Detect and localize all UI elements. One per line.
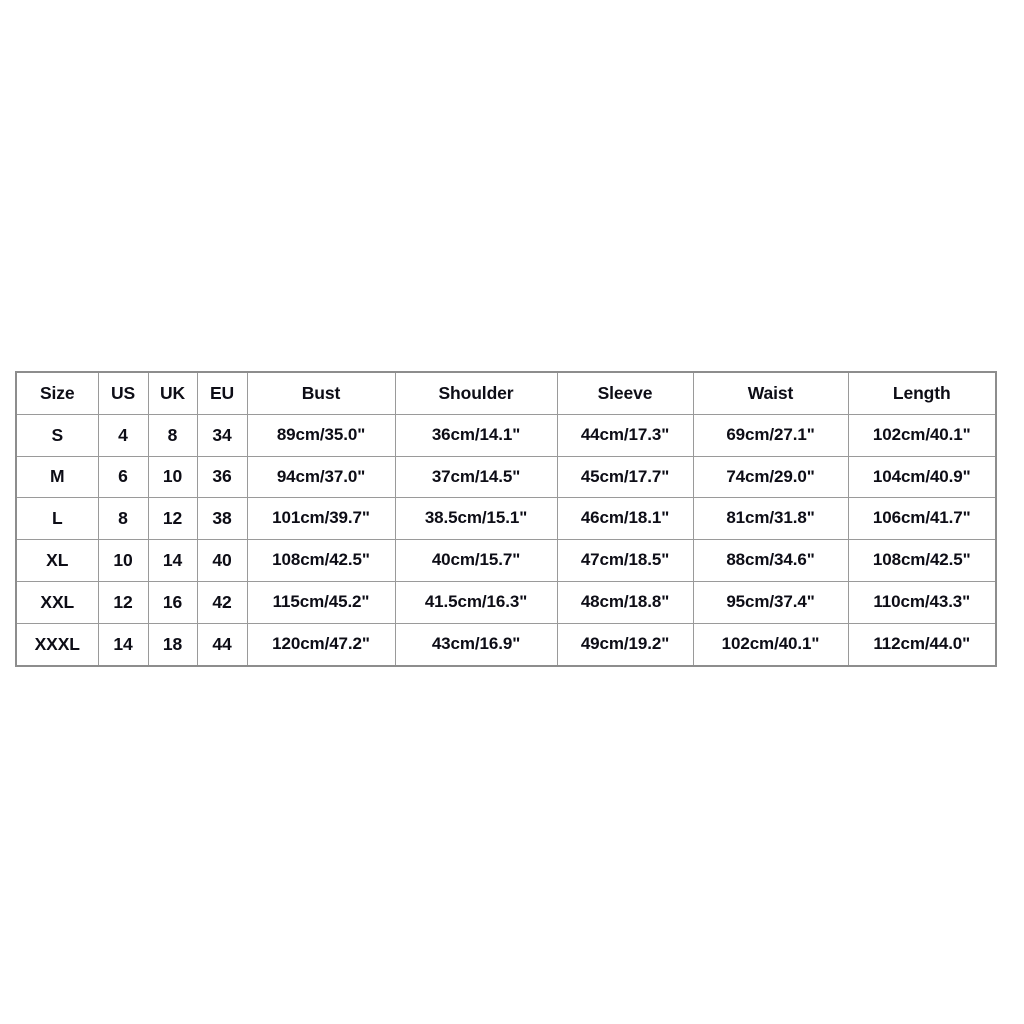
cell-bust: 101cm/39.7" [246,497,396,541]
cell-waist: 95cm/37.4" [692,580,849,624]
size-chart-body: S 4 8 34 89cm/35.0" 36cm/14.1" 44cm/17.3… [15,413,997,667]
cell-size: L [15,497,99,541]
cell-size: M [15,455,99,499]
cell-length: 110cm/43.3" [847,580,997,624]
cell-shoulder: 40cm/15.7" [394,539,558,582]
cell-bust: 115cm/45.2" [246,580,396,624]
cell-bust: 120cm/47.2" [246,622,396,667]
column-header-sleeve: Sleeve [556,371,694,415]
cell-bust: 108cm/42.5" [246,539,396,582]
cell-waist: 88cm/34.6" [692,539,849,582]
cell-us: 14 [97,622,149,667]
table-row: XL 10 14 40 108cm/42.5" 40cm/15.7" 47cm/… [15,539,997,582]
cell-eu: 38 [196,497,248,541]
column-header-length: Length [847,371,997,415]
cell-uk: 16 [147,580,198,624]
cell-waist: 81cm/31.8" [692,497,849,541]
cell-uk: 8 [147,413,198,457]
cell-bust: 89cm/35.0" [246,413,396,457]
cell-length: 108cm/42.5" [847,539,997,582]
column-header-shoulder: Shoulder [394,371,558,415]
cell-sleeve: 44cm/17.3" [556,413,694,457]
cell-eu: 44 [196,622,248,667]
column-header-uk: UK [147,371,198,415]
cell-uk: 14 [147,539,198,582]
table-row: S 4 8 34 89cm/35.0" 36cm/14.1" 44cm/17.3… [15,413,997,457]
column-header-eu: EU [196,371,248,415]
cell-waist: 69cm/27.1" [692,413,849,457]
cell-sleeve: 49cm/19.2" [556,622,694,667]
cell-bust: 94cm/37.0" [246,455,396,499]
cell-uk: 18 [147,622,198,667]
cell-sleeve: 45cm/17.7" [556,455,694,499]
cell-us: 4 [97,413,149,457]
cell-shoulder: 43cm/16.9" [394,622,558,667]
cell-shoulder: 38.5cm/15.1" [394,497,558,541]
cell-us: 8 [97,497,149,541]
cell-length: 104cm/40.9" [847,455,997,499]
cell-us: 10 [97,539,149,582]
column-header-size: Size [15,371,99,415]
cell-size: XXL [15,580,99,624]
table-row: XXXL 14 18 44 120cm/47.2" 43cm/16.9" 49c… [15,622,997,667]
table-row: M 6 10 36 94cm/37.0" 37cm/14.5" 45cm/17.… [15,455,997,499]
cell-eu: 36 [196,455,248,499]
cell-shoulder: 36cm/14.1" [394,413,558,457]
cell-waist: 102cm/40.1" [692,622,849,667]
cell-eu: 34 [196,413,248,457]
cell-length: 106cm/41.7" [847,497,997,541]
column-header-waist: Waist [692,371,849,415]
table-row: XXL 12 16 42 115cm/45.2" 41.5cm/16.3" 48… [15,580,997,624]
cell-length: 112cm/44.0" [847,622,997,667]
cell-us: 12 [97,580,149,624]
cell-eu: 42 [196,580,248,624]
cell-eu: 40 [196,539,248,582]
table-header-row: Size US UK EU Bust Shoulder Sleeve Waist… [15,371,997,415]
cell-sleeve: 46cm/18.1" [556,497,694,541]
cell-sleeve: 48cm/18.8" [556,580,694,624]
cell-length: 102cm/40.1" [847,413,997,457]
size-chart-container: Size US UK EU Bust Shoulder Sleeve Waist… [15,371,997,667]
table-row: L 8 12 38 101cm/39.7" 38.5cm/15.1" 46cm/… [15,497,997,541]
size-chart-header: Size US UK EU Bust Shoulder Sleeve Waist… [15,371,997,415]
column-header-us: US [97,371,149,415]
size-chart-table: Size US UK EU Bust Shoulder Sleeve Waist… [15,371,997,667]
cell-size: S [15,413,99,457]
cell-size: XL [15,539,99,582]
cell-uk: 12 [147,497,198,541]
cell-size: XXXL [15,622,99,667]
cell-shoulder: 37cm/14.5" [394,455,558,499]
cell-sleeve: 47cm/18.5" [556,539,694,582]
cell-us: 6 [97,455,149,499]
cell-waist: 74cm/29.0" [692,455,849,499]
cell-shoulder: 41.5cm/16.3" [394,580,558,624]
cell-uk: 10 [147,455,198,499]
column-header-bust: Bust [246,371,396,415]
